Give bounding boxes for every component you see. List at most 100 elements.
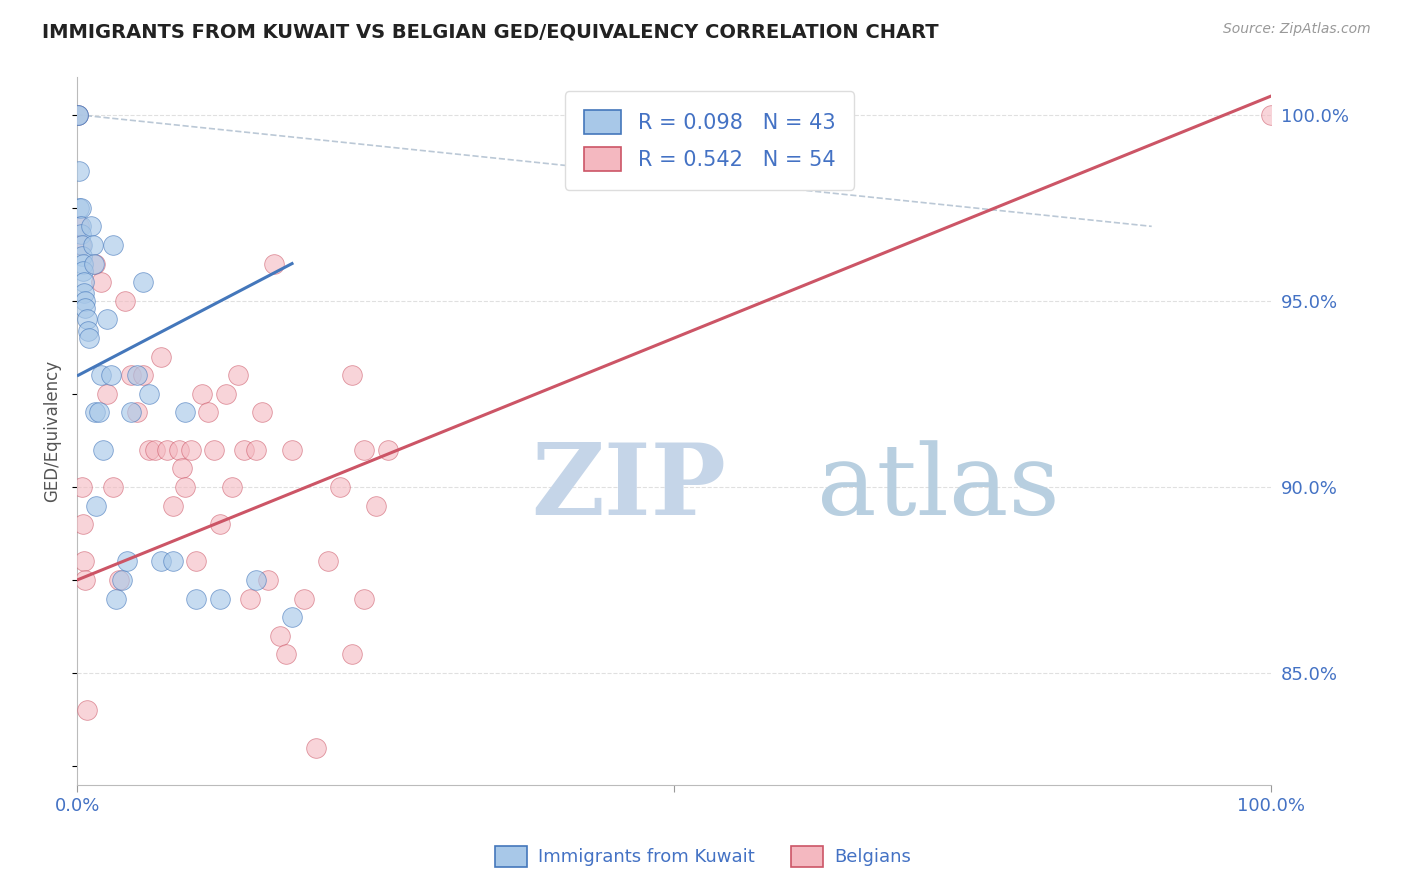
Point xyxy=(125,368,148,383)
Point xyxy=(250,405,273,419)
Text: ZIP: ZIP xyxy=(531,439,725,536)
Point xyxy=(215,387,238,401)
Point xyxy=(93,442,115,457)
Point xyxy=(69,201,91,215)
Point xyxy=(172,461,194,475)
Point xyxy=(125,405,148,419)
Point xyxy=(101,480,124,494)
Point xyxy=(364,499,387,513)
Point xyxy=(84,405,107,419)
Point xyxy=(209,591,232,606)
Point xyxy=(162,554,184,568)
Point xyxy=(69,163,91,178)
Point xyxy=(281,610,304,624)
Point xyxy=(162,499,184,513)
Point xyxy=(83,256,105,270)
Point xyxy=(353,591,375,606)
Point xyxy=(67,108,90,122)
Point xyxy=(316,554,339,568)
Point xyxy=(100,368,122,383)
Point xyxy=(75,293,97,308)
Text: Source: ZipAtlas.com: Source: ZipAtlas.com xyxy=(1223,22,1371,37)
Point xyxy=(69,238,91,252)
Point xyxy=(245,442,267,457)
Point xyxy=(72,264,94,278)
Point xyxy=(87,405,110,419)
Point xyxy=(186,591,208,606)
Point xyxy=(120,368,142,383)
Point xyxy=(120,405,142,419)
Point xyxy=(67,108,90,122)
Point xyxy=(239,591,262,606)
Point xyxy=(173,480,195,494)
Point xyxy=(202,442,225,457)
Point xyxy=(73,554,96,568)
Text: IMMIGRANTS FROM KUWAIT VS BELGIAN GED/EQUIVALENCY CORRELATION CHART: IMMIGRANTS FROM KUWAIT VS BELGIAN GED/EQ… xyxy=(42,22,939,41)
Y-axis label: GED/Equivalency: GED/Equivalency xyxy=(44,360,60,502)
Point xyxy=(73,275,96,289)
Point xyxy=(75,573,97,587)
Point xyxy=(149,554,172,568)
Point xyxy=(72,517,94,532)
Point xyxy=(69,201,91,215)
Point xyxy=(96,387,118,401)
Point xyxy=(108,573,131,587)
Point xyxy=(75,301,97,316)
Point xyxy=(263,256,285,270)
Point xyxy=(209,517,232,532)
Point xyxy=(84,256,107,270)
Point xyxy=(1260,108,1282,122)
Point xyxy=(329,480,352,494)
Point xyxy=(69,219,91,234)
Point xyxy=(115,554,138,568)
Point xyxy=(269,629,291,643)
Point xyxy=(377,442,399,457)
Point xyxy=(191,387,214,401)
Point xyxy=(82,238,104,252)
Point xyxy=(90,368,112,383)
Point xyxy=(72,256,94,270)
Point xyxy=(221,480,243,494)
Text: atlas: atlas xyxy=(817,440,1060,535)
Point xyxy=(281,442,304,457)
Point xyxy=(233,442,256,457)
Point xyxy=(274,648,297,662)
Point xyxy=(138,442,160,457)
Point xyxy=(353,442,375,457)
Point xyxy=(167,442,190,457)
Point xyxy=(340,648,363,662)
Legend: Immigrants from Kuwait, Belgians: Immigrants from Kuwait, Belgians xyxy=(488,838,918,874)
Point xyxy=(132,275,155,289)
Point xyxy=(292,591,315,606)
Point xyxy=(76,324,98,338)
Point xyxy=(84,499,107,513)
Point xyxy=(105,591,128,606)
Point xyxy=(101,238,124,252)
Point xyxy=(186,554,208,568)
Point xyxy=(257,573,280,587)
Point xyxy=(114,293,136,308)
Point xyxy=(76,312,98,326)
Point xyxy=(70,249,93,263)
Point xyxy=(226,368,249,383)
Point xyxy=(70,238,93,252)
Point xyxy=(80,219,103,234)
Point xyxy=(305,740,328,755)
Point xyxy=(90,275,112,289)
Point xyxy=(69,227,91,241)
Point xyxy=(197,405,219,419)
Point xyxy=(180,442,202,457)
Point xyxy=(245,573,267,587)
Point xyxy=(111,573,134,587)
Point xyxy=(138,387,160,401)
Point xyxy=(69,219,91,234)
Point xyxy=(156,442,179,457)
Point xyxy=(73,286,96,301)
Point xyxy=(70,480,93,494)
Point xyxy=(143,442,166,457)
Point xyxy=(96,312,118,326)
Point xyxy=(173,405,195,419)
Point xyxy=(149,350,172,364)
Point xyxy=(76,703,98,717)
Point xyxy=(340,368,363,383)
